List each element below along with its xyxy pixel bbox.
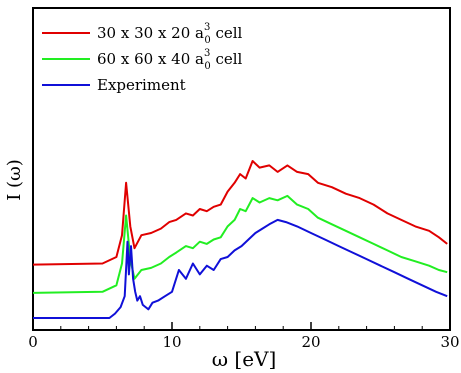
legend-name: 30 x 30 x 20 a <box>97 24 204 42</box>
x-ticks: 0 10 20 30 <box>28 322 460 351</box>
series-lines <box>32 160 448 319</box>
series-line-0 <box>32 160 448 266</box>
series-line-1 <box>32 194 448 294</box>
legend-superscript: 3 <box>204 22 210 33</box>
y-axis-title: I (ω) <box>4 159 25 201</box>
legend-subscript: 0 <box>204 61 210 72</box>
legend-label-0: 30 x 30 x 20 a3 0 cell <box>97 22 243 46</box>
x-tick-label: 20 <box>301 333 320 351</box>
legend-label-1: 60 x 60 x 40 a3 0 cell <box>97 48 243 72</box>
legend-subscript: 0 <box>204 35 210 46</box>
legend-suffix: cell <box>211 24 243 42</box>
legend-superscript: 3 <box>204 48 210 59</box>
x-tick-label: 10 <box>162 333 181 351</box>
x-tick-label: 0 <box>28 333 38 351</box>
plot-frame <box>32 7 451 331</box>
legend-label-2: Experiment <box>97 76 186 94</box>
x-axis-title: ω [eV] <box>212 347 277 371</box>
legend-name: Experiment <box>97 76 186 94</box>
x-tick-label: 30 <box>440 333 459 351</box>
legend-name: 60 x 60 x 40 a <box>97 50 204 68</box>
series-line-2 <box>33 218 448 319</box>
legend-suffix: cell <box>211 50 243 68</box>
